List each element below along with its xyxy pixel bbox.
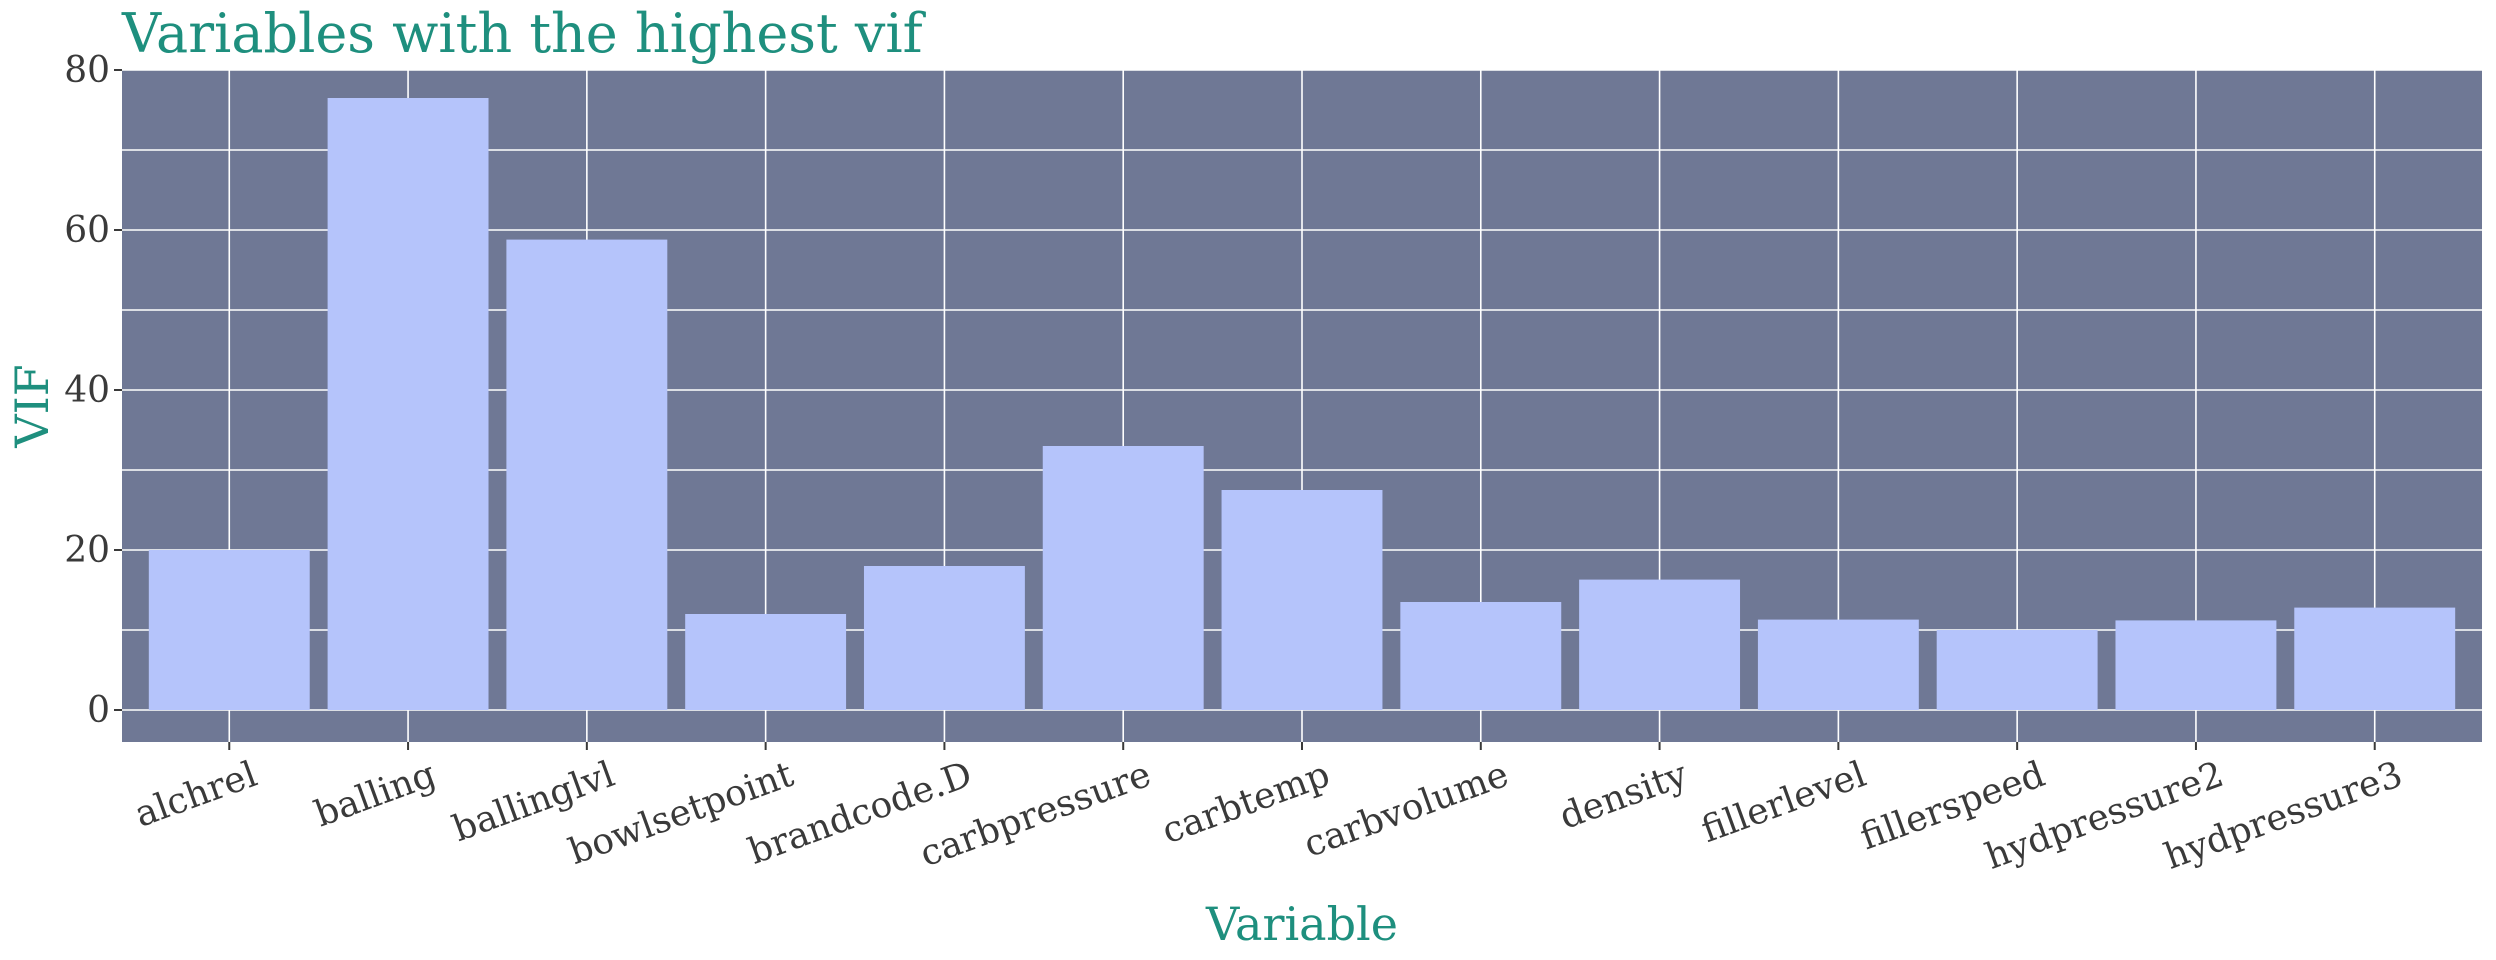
bar-carbpressure [1042, 446, 1204, 710]
y-tick-layer: 0 20 40 60 80 [64, 50, 122, 731]
y-tick-label: 40 [64, 370, 110, 411]
bar-bowlsetpoint [685, 614, 847, 710]
bar-alchrel [148, 550, 310, 710]
bar-carbvolume [1400, 602, 1562, 710]
y-tick-label: 60 [64, 210, 110, 251]
y-axis-title: VIF [5, 364, 59, 448]
bar-fillerlevel [1757, 619, 1919, 710]
y-tick-label: 80 [64, 50, 110, 91]
x-tick-label: fillerlevel [1696, 754, 1871, 851]
bar-hydpressure3 [2294, 607, 2456, 710]
x-tick-layer: alchrel balling ballinglvlbowlsetpointbran… [130, 742, 2408, 878]
bar-carbtemp [1221, 490, 1383, 710]
bar-density [1579, 579, 1741, 710]
x-tick-label: density [1554, 754, 1693, 838]
x-axis-title: Variable [1205, 897, 1398, 951]
bar-fillerspeed [1936, 630, 2098, 710]
y-tick-label: 0 [87, 690, 110, 731]
chart-title: Variables with the highest vif [121, 2, 927, 65]
bars-layer [148, 98, 2456, 710]
x-tick-label: alchrel [130, 754, 263, 836]
bar-ballinglvl [506, 239, 668, 710]
x-tick-label: balling [309, 754, 441, 835]
bar-hydpressure2 [2115, 620, 2277, 710]
bar-balling [327, 98, 489, 710]
bar-brandcode.D [863, 566, 1025, 710]
x-tick-label: carbvolume [1299, 754, 1514, 866]
y-tick-label: 20 [64, 530, 110, 571]
